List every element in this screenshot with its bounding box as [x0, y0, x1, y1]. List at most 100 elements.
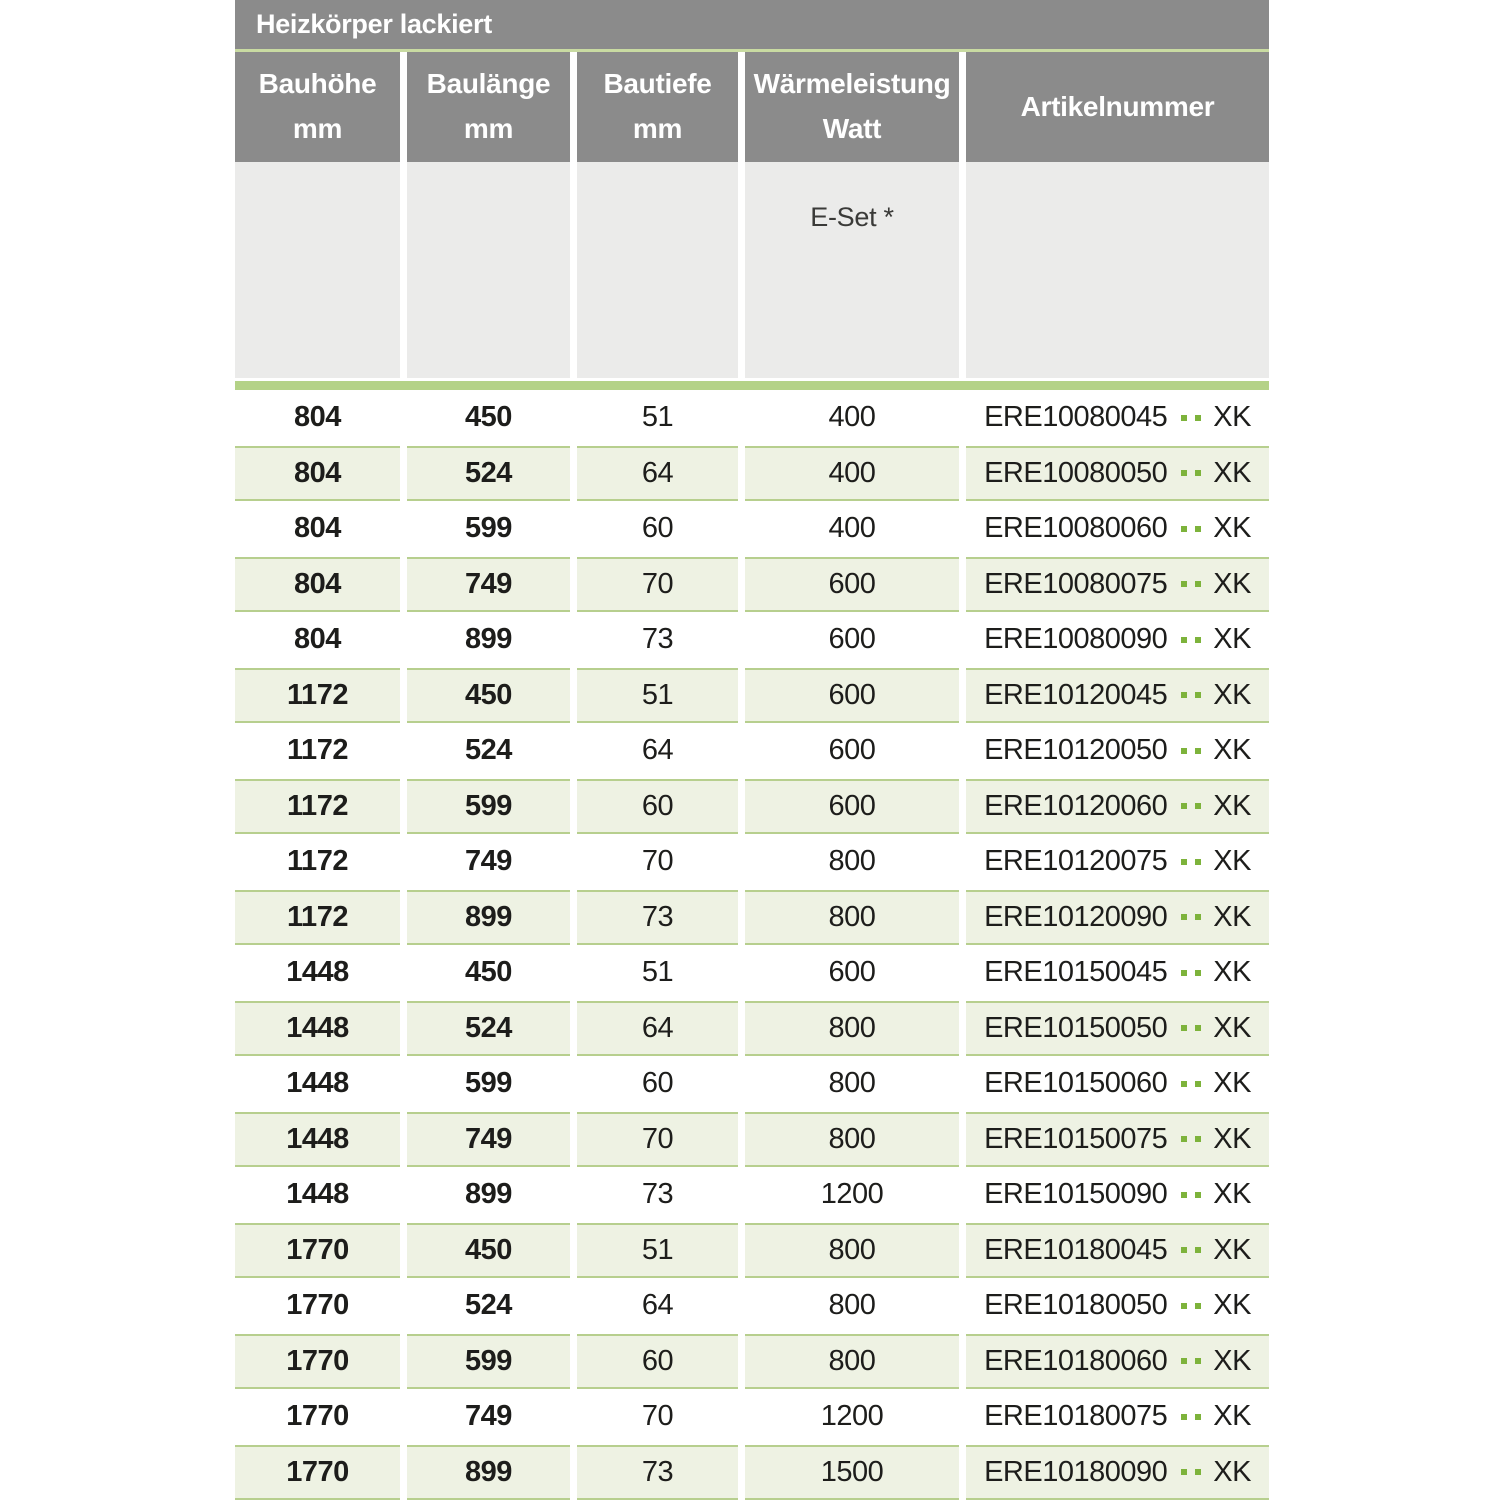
artikelnummer-prefix: ERE10080060	[984, 512, 1168, 545]
cell-bauhoehe: 1172	[235, 778, 400, 834]
table-row: 1172 749 70 800 ERE10120075 XK	[235, 834, 1269, 890]
cell-waermeleistung: 400	[828, 512, 876, 545]
artikelnummer-prefix: ERE10120075	[984, 845, 1168, 878]
artikelnummer-suffix: XK	[1213, 512, 1251, 545]
artikel-dot-icon	[1181, 692, 1188, 699]
cell-bauhoehe: 1448	[286, 1067, 349, 1100]
cell-waermeleistung: 600	[745, 778, 959, 834]
table-row: 804 524 64 400 ERE10080050 XK	[235, 445, 1269, 501]
artikelnummer-prefix: ERE10120090	[984, 900, 1168, 933]
cell-artikelnummer: ERE10120050 XK	[966, 723, 1269, 779]
cell-baulaenge: 599	[465, 512, 512, 545]
table-row: 1448 899 73 1200 ERE10150090 XK	[235, 1167, 1269, 1223]
cell-bauhoehe: 1172	[287, 734, 348, 767]
artikel-dot-icon	[1195, 1469, 1202, 1476]
cell-artikelnummer: ERE10080060 XK	[966, 501, 1269, 557]
cell-bauhoehe: 804	[294, 401, 341, 434]
table-row: 1770 450 51 800 ERE10180045 XK	[235, 1222, 1269, 1278]
artikel-dot-icon	[1195, 1080, 1202, 1087]
artikel-dot-icon	[1195, 692, 1202, 699]
cell-bauhoehe: 1770	[286, 1289, 349, 1322]
cell-artikelnummer: ERE10150090 XK	[966, 1167, 1269, 1223]
artikelnummer-suffix: XK	[1213, 956, 1251, 989]
product-table: Heizkörper lackiert Bauhöhe mm Baulänge …	[235, 0, 1269, 1500]
cell-bautiefe: 60	[577, 778, 738, 834]
artikel-dot-icon	[1195, 1191, 1202, 1198]
artikel-dot-icon	[1181, 1191, 1188, 1198]
cell-bauhoehe: 1770	[235, 1444, 400, 1500]
artikelnummer-suffix: XK	[1213, 567, 1251, 600]
subheader-baulaenge	[407, 162, 570, 378]
cell-bauhoehe: 804	[235, 445, 400, 501]
artikel-dot-icon	[1181, 1469, 1188, 1476]
cell-artikelnummer: ERE10150075 XK	[966, 1111, 1269, 1167]
artikel-dot-icon	[1195, 1413, 1202, 1420]
cell-bauhoehe: 1770	[286, 1400, 349, 1433]
artikelnummer-prefix: ERE10180050	[984, 1289, 1168, 1322]
cell-bauhoehe: 804	[294, 512, 341, 545]
subheader-bauhoehe	[235, 162, 400, 378]
artikelnummer-suffix: XK	[1213, 623, 1251, 656]
cell-waermeleistung: 400	[745, 445, 959, 501]
artikel-dot-icon	[1181, 747, 1188, 754]
cell-baulaenge: 524	[407, 1000, 570, 1056]
artikelnummer-suffix: XK	[1213, 1289, 1251, 1322]
artikelnummer-prefix: ERE10180045	[984, 1233, 1168, 1266]
artikelnummer-prefix: ERE10180075	[984, 1400, 1168, 1433]
cell-bautiefe: 73	[641, 1178, 674, 1211]
cell-baulaenge: 450	[465, 401, 512, 434]
cell-artikelnummer: ERE10080075 XK	[966, 556, 1269, 612]
cell-artikelnummer: ERE10150045 XK	[966, 945, 1269, 1001]
cell-baulaenge: 524	[465, 734, 512, 767]
artikelnummer-suffix: XK	[1213, 1233, 1251, 1266]
cell-waermeleistung: 800	[828, 1289, 876, 1322]
artikel-dot-icon	[1195, 1302, 1202, 1309]
cell-bautiefe: 51	[641, 401, 674, 434]
cell-waermeleistung: 1500	[745, 1444, 959, 1500]
artikel-dot-icon	[1195, 803, 1202, 810]
artikel-dot-icon	[1181, 1302, 1188, 1309]
artikel-dot-icon	[1181, 470, 1188, 477]
cell-baulaenge: 899	[407, 1444, 570, 1500]
artikelnummer-suffix: XK	[1213, 734, 1251, 767]
cell-bautiefe: 60	[641, 512, 674, 545]
artikel-dot-icon	[1181, 1413, 1188, 1420]
cell-bautiefe: 60	[641, 1067, 674, 1100]
artikelnummer-suffix: XK	[1213, 1455, 1251, 1488]
cell-artikelnummer: ERE10180075 XK	[966, 1389, 1269, 1445]
artikelnummer-prefix: ERE10150045	[984, 956, 1168, 989]
subheader-artikelnummer	[966, 162, 1269, 378]
table-body: 804 450 51 400 ERE10080045 XK 804 524 64 …	[235, 390, 1269, 1500]
cell-baulaenge: 599	[407, 1333, 570, 1389]
cell-artikelnummer: ERE10180090 XK	[966, 1444, 1269, 1500]
bar-gap	[235, 378, 1269, 381]
eset-label: E-Set *	[810, 202, 894, 232]
table-row: 1448 749 70 800 ERE10150075 XK	[235, 1111, 1269, 1167]
artikel-dot-icon	[1195, 1247, 1202, 1254]
cell-baulaenge: 749	[407, 1111, 570, 1167]
cell-waermeleistung: 1200	[820, 1178, 884, 1211]
cell-bautiefe: 70	[641, 845, 674, 878]
table-subheader-row: E-Set *	[235, 162, 1269, 378]
cell-artikelnummer: ERE10150060 XK	[966, 1056, 1269, 1112]
artikel-dot-icon	[1195, 858, 1202, 865]
artikel-dot-icon	[1195, 1136, 1202, 1143]
artikel-dot-icon	[1195, 914, 1202, 921]
artikel-dot-icon	[1181, 914, 1188, 921]
table-row: 1770 899 73 1500 ERE10180090 XK	[235, 1444, 1269, 1500]
cell-bautiefe: 70	[577, 556, 738, 612]
artikelnummer-suffix: XK	[1213, 456, 1251, 489]
cell-bauhoehe: 1448	[235, 1111, 400, 1167]
artikelnummer-prefix: ERE10180060	[984, 1344, 1168, 1377]
header-bauhoehe: Bauhöhe mm	[235, 52, 400, 162]
table-row: 1448 524 64 800 ERE10150050 XK	[235, 1000, 1269, 1056]
artikel-dot-icon	[1181, 858, 1188, 865]
cell-waermeleistung: 800	[828, 845, 876, 878]
cell-artikelnummer: ERE10120060 XK	[966, 778, 1269, 834]
table-title-bar: Heizkörper lackiert	[235, 0, 1269, 49]
artikelnummer-prefix: ERE10150090	[984, 1178, 1168, 1211]
cell-waermeleistung: 800	[828, 1067, 876, 1100]
cell-bautiefe: 73	[641, 623, 674, 656]
artikelnummer-suffix: XK	[1213, 401, 1251, 434]
